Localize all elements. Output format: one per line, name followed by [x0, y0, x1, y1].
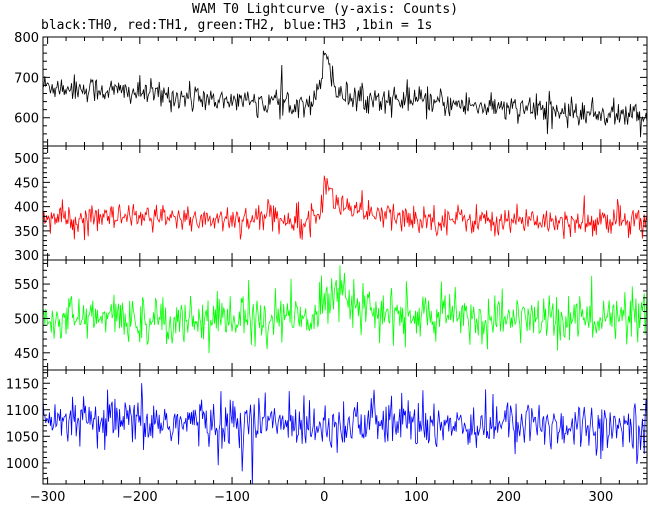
series-line-0 — [43, 50, 647, 138]
series-line-1 — [43, 175, 647, 241]
panel-3: 1000 1050 1100 1150 — [6, 369, 648, 485]
y-tick-label: 1000 — [6, 457, 39, 472]
x-tick-label: 200 — [496, 490, 521, 505]
y-tick-label: 350 — [14, 225, 39, 240]
series-line-2 — [43, 265, 647, 354]
panel-1: 300 350 400 450 500 — [14, 145, 648, 264]
y-tick-label: 450 — [14, 347, 39, 362]
panel-frame-1 — [42, 145, 648, 261]
series-line-3 — [43, 383, 647, 484]
x-tick-label: 100 — [404, 490, 429, 505]
x-tick-label: −100 — [214, 490, 250, 505]
y-tick-label: 1150 — [6, 377, 39, 392]
y-tick-label: 550 — [14, 278, 39, 293]
y-tick-label: 500 — [14, 152, 39, 167]
y-tick-label: 400 — [14, 201, 39, 216]
panel-0: 600 700 800 — [14, 31, 648, 147]
chart-subtitle: black:TH0, red:TH1, green:TH2, blue:TH3 … — [41, 18, 432, 33]
y-tick-label: 500 — [14, 312, 39, 327]
panel-frame-3 — [42, 369, 648, 485]
y-tick-label: 450 — [14, 176, 39, 191]
x-tick-label: 300 — [588, 490, 613, 505]
x-tick-label: −200 — [122, 490, 158, 505]
panel-2: 450 500 550 — [14, 259, 648, 371]
y-tick-label: 300 — [14, 249, 39, 264]
y-tick-label: 800 — [14, 31, 39, 46]
y-tick-label: 1050 — [6, 430, 39, 445]
y-tick-label: 700 — [14, 71, 39, 86]
x-tick-label: −300 — [30, 490, 66, 505]
x-tick-label: 0 — [320, 490, 328, 505]
y-tick-label: 1100 — [6, 404, 39, 419]
y-tick-label: 600 — [14, 112, 39, 127]
chart-title: WAM T0 Lightcurve (y-axis: Counts) — [192, 2, 458, 17]
